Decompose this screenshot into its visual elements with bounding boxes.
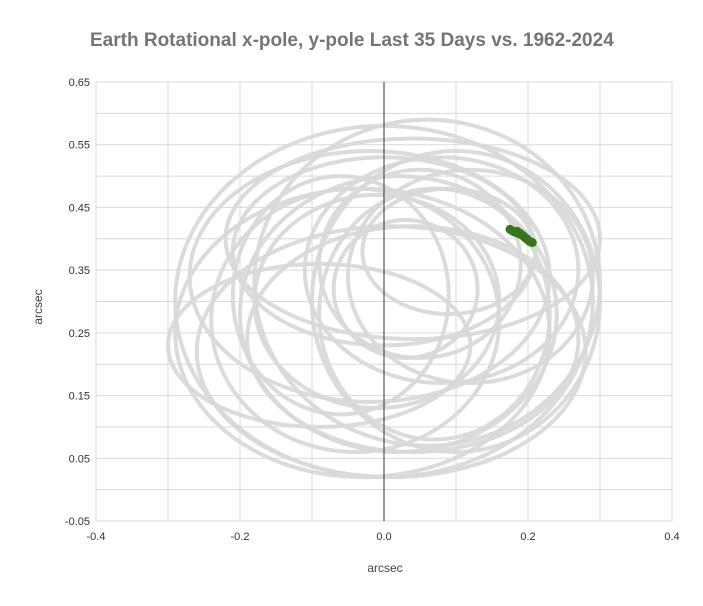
chart-title: Earth Rotational x-pole, y-pole Last 35 … bbox=[90, 30, 614, 51]
recent-series bbox=[505, 224, 537, 248]
tick-labels: -0.4 -0.2 0.0 0.2 0.4 -0.05 0.05 0.15 0.25 0.35 0.… bbox=[65, 77, 680, 543]
history-loop bbox=[223, 136, 602, 342]
x-tick-label: 0.2 bbox=[520, 531, 535, 543]
x-tick-label: -0.4 bbox=[87, 531, 106, 543]
history-loop bbox=[346, 167, 595, 386]
y-tick-label: 0.45 bbox=[69, 202, 90, 214]
history-loop bbox=[310, 148, 602, 455]
history-series bbox=[166, 117, 603, 480]
history-loop bbox=[302, 155, 581, 386]
y-tick-label: 0.25 bbox=[69, 328, 90, 340]
history-loop bbox=[230, 174, 451, 417]
history-loop bbox=[194, 224, 588, 480]
recent-point bbox=[521, 233, 531, 243]
y-tick-label: 0.35 bbox=[69, 265, 90, 277]
x-tick-label: 0.4 bbox=[664, 531, 679, 543]
x-tick-label: 0.0 bbox=[376, 531, 391, 543]
recent-point bbox=[527, 238, 537, 248]
history-loop bbox=[360, 186, 538, 317]
y-tick-label: -0.05 bbox=[65, 516, 90, 528]
x-tick-label: -0.2 bbox=[231, 531, 250, 543]
x-axis-label: arcsec bbox=[367, 561, 403, 575]
history-loop bbox=[166, 261, 473, 429]
y-tick-label: 0.55 bbox=[69, 140, 90, 152]
y-tick-label: 0.65 bbox=[69, 77, 90, 89]
history-loop bbox=[331, 217, 480, 360]
y-tick-label: 0.15 bbox=[69, 391, 90, 403]
history-loop bbox=[209, 186, 502, 455]
y-tick-label: 0.05 bbox=[69, 453, 90, 465]
